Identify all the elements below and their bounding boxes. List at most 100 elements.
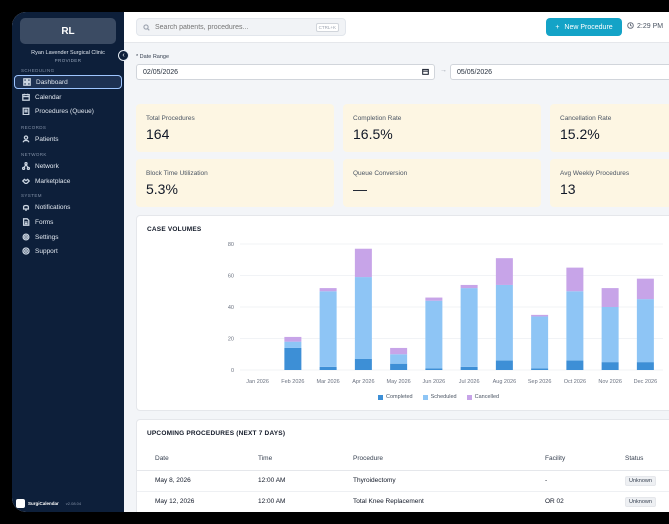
table-header-row: Date Time Procedure Facility Status xyxy=(137,448,669,471)
document-icon xyxy=(21,218,30,227)
table-row[interactable]: May 12, 2026 12:00 AM Total Knee Replace… xyxy=(137,491,669,512)
brand-name: SurgiCalendar xyxy=(28,501,59,506)
search-icon xyxy=(143,18,150,36)
stat-label: Block Time Utilization xyxy=(146,170,208,177)
cell-facility: - xyxy=(545,470,625,492)
column-header: Date xyxy=(137,448,258,471)
upcoming-table: Date Time Procedure Facility Status May … xyxy=(137,448,669,512)
bell-icon xyxy=(21,203,30,212)
sidebar-item-forms[interactable]: Forms xyxy=(14,215,122,229)
sidebar-item-network[interactable]: Network xyxy=(14,159,122,173)
upcoming-procedures-card: UPCOMING PROCEDURES (NEXT 7 DAYS) Date T… xyxy=(136,419,669,512)
cell-procedure: Thyroidectomy xyxy=(353,470,545,492)
bar-segment-scheduled xyxy=(531,316,549,369)
avatar[interactable]: RL xyxy=(20,18,116,44)
topbar: CTRL+K + New Procedure 2:29 PM xyxy=(124,12,669,43)
stat-value: 5.3% xyxy=(146,181,178,197)
cell-time: 12:00 AM xyxy=(258,491,353,512)
new-procedure-button[interactable]: + New Procedure xyxy=(546,18,622,36)
table-row[interactable]: May 8, 2026 12:00 AM Thyroidectomy - Unk… xyxy=(137,470,669,492)
sidebar-item-label: Dashboard xyxy=(36,78,68,86)
stat-card: Cancellation Rate 15.2% xyxy=(550,104,669,152)
bar-segment-completed xyxy=(531,368,549,370)
sidebar-item-label: Notifications xyxy=(35,203,71,211)
section-label-records: RECORDS xyxy=(21,125,47,130)
sidebar-item-notifications[interactable]: Notifications xyxy=(14,200,122,214)
bar-segment-completed xyxy=(601,362,619,370)
user-icon xyxy=(21,135,30,144)
bar-segment-cancelled xyxy=(636,278,654,300)
bar-segment-cancelled xyxy=(390,347,408,355)
y-tick-label: 40 xyxy=(228,305,234,311)
bar-segment-cancelled xyxy=(495,258,513,285)
search-input[interactable] xyxy=(155,23,315,31)
arrow-right-icon: → xyxy=(440,67,447,74)
end-date-value: 05/05/2026 xyxy=(457,68,493,76)
clipboard-icon xyxy=(21,107,30,116)
bar-segment-cancelled xyxy=(354,248,372,278)
case-volumes-chart: 0 20 40 60 80 Jan 2026 Feb 2026 Mar 2026 Apr 202… xyxy=(228,242,663,385)
bar-segment-completed xyxy=(284,347,302,370)
lifebuoy-icon xyxy=(21,247,30,256)
case-volumes-card: CASE VOLUMES 0 20 40 60 80 Jan 2026 Feb 2026 Ma… xyxy=(136,215,669,411)
sidebar-item-label: Marketplace xyxy=(35,177,71,185)
stat-label: Total Procedures xyxy=(146,115,195,122)
stat-card: Total Procedures 164 xyxy=(136,104,334,152)
bar-segment-cancelled xyxy=(531,314,549,317)
sidebar-item-patients[interactable]: Patients xyxy=(14,132,122,146)
y-tick-label: 80 xyxy=(228,242,234,248)
cell-date: May 12, 2026 xyxy=(137,491,258,512)
x-tick-label: Aug 2026 xyxy=(493,379,517,385)
bar-segment-scheduled xyxy=(601,307,619,363)
stat-label: Queue Conversion xyxy=(353,170,408,177)
legend-item-scheduled: Scheduled xyxy=(422,394,457,400)
bar-segment-scheduled xyxy=(425,300,443,369)
handshake-icon xyxy=(21,177,30,186)
bar-segment-completed xyxy=(319,366,337,370)
stat-value: 13 xyxy=(560,181,576,197)
collapse-sidebar-button[interactable]: ‹ xyxy=(118,50,129,61)
bar-segment-scheduled xyxy=(319,291,337,367)
clock-icon xyxy=(627,22,634,31)
calendar-icon[interactable] xyxy=(422,68,429,77)
bar-segment-cancelled xyxy=(319,288,337,292)
network-icon xyxy=(21,162,30,171)
x-tick-label: Sep 2026 xyxy=(528,379,552,385)
sidebar-item-procedures[interactable]: Procedures (Queue) xyxy=(14,104,122,118)
legend-swatch xyxy=(422,394,428,400)
calendar-icon xyxy=(21,93,30,102)
end-date-field[interactable]: 05/05/2026 xyxy=(450,64,669,80)
sidebar-item-dashboard[interactable]: Dashboard xyxy=(14,75,122,89)
legend-swatch xyxy=(466,394,472,400)
sidebar-item-marketplace[interactable]: Marketplace xyxy=(14,174,122,188)
y-tick-label: 60 xyxy=(228,274,234,280)
column-header: Facility xyxy=(545,448,625,471)
cell-facility: OR 02 xyxy=(545,491,625,512)
y-tick-label: 20 xyxy=(228,337,234,343)
stat-card: Block Time Utilization 5.3% xyxy=(136,159,334,207)
section-label-scheduling: SCHEDULING xyxy=(21,68,55,73)
x-tick-label: Mar 2026 xyxy=(317,379,340,385)
section-label-network: NETWORK xyxy=(21,152,47,157)
sidebar-item-settings[interactable]: Settings xyxy=(14,230,122,244)
bar-segment-scheduled xyxy=(354,277,372,359)
sidebar-item-support[interactable]: Support xyxy=(14,244,122,258)
app-version: v2.08.04 xyxy=(65,501,82,506)
upcoming-title: UPCOMING PROCEDURES (NEXT 7 DAYS) xyxy=(147,430,286,437)
sidebar-item-calendar[interactable]: Calendar xyxy=(14,90,122,104)
bar-segment-cancelled xyxy=(284,336,302,342)
bar-segment-scheduled xyxy=(566,291,584,361)
x-tick-label: Oct 2026 xyxy=(564,379,586,385)
start-date-field[interactable]: 02/05/2026 xyxy=(136,64,435,80)
sidebar-item-label: Settings xyxy=(35,233,59,241)
bar-segment-completed xyxy=(460,366,478,370)
cell-status: Unknown xyxy=(625,470,669,492)
x-tick-label: Dec 2026 xyxy=(634,379,658,385)
cell-procedure: Total Knee Replacement xyxy=(353,491,545,512)
bar-segment-scheduled xyxy=(636,299,654,363)
main-content: * Date Range 02/05/2026 → 05/05/2026 Tot… xyxy=(124,43,669,512)
stat-label: Completion Rate xyxy=(353,115,402,122)
search-box[interactable]: CTRL+K xyxy=(136,18,346,36)
bar-segment-cancelled xyxy=(460,284,478,289)
